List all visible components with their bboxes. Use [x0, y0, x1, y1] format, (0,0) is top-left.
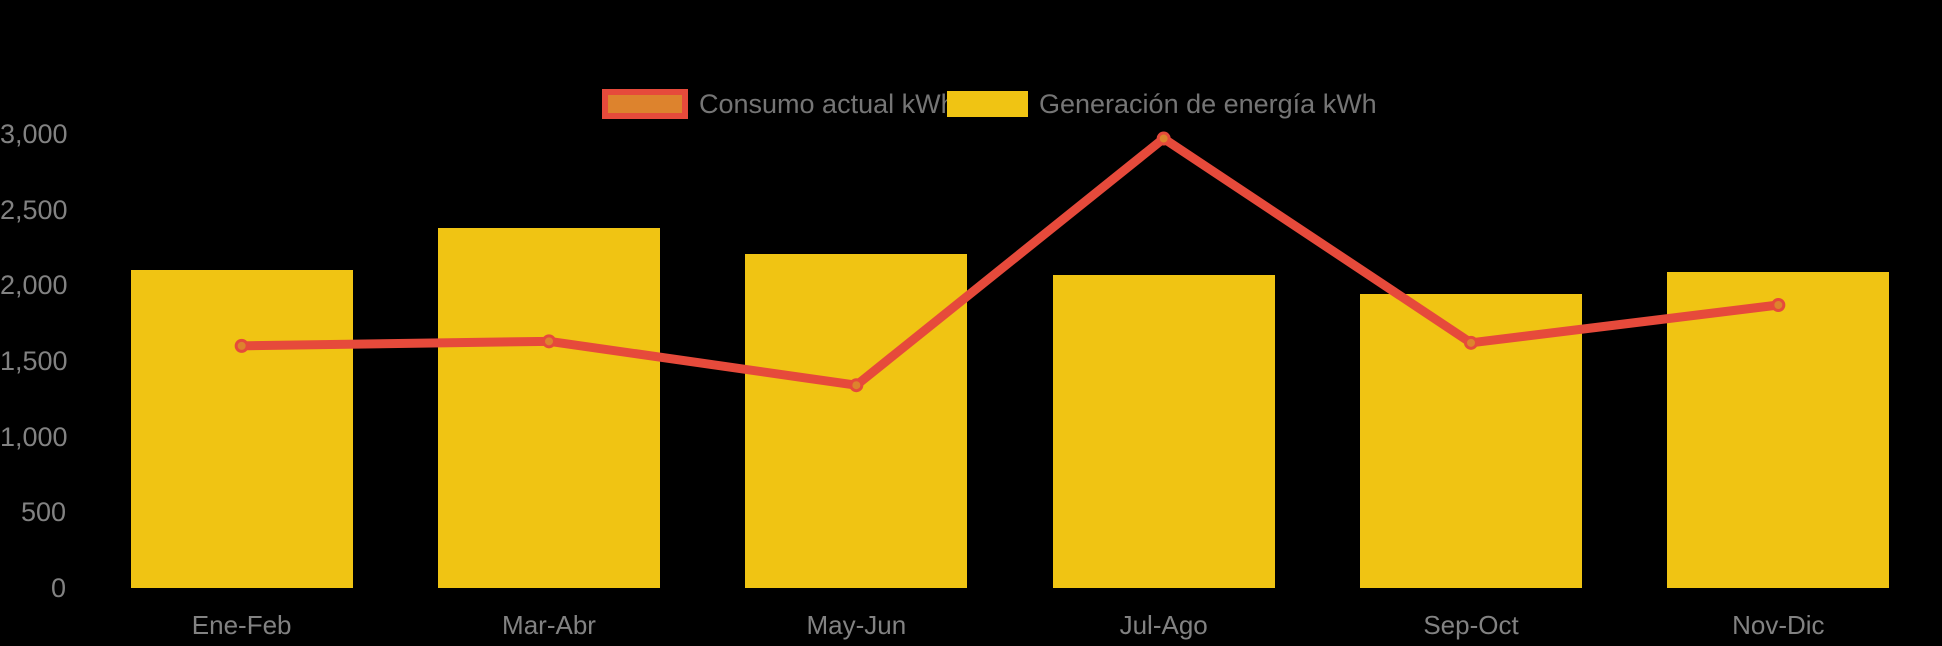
bar-nov-dic[interactable]: [1667, 271, 1890, 588]
legend-swatch-bar-icon: [947, 91, 1028, 117]
legend-label-generacion: Generación de energía kWh: [1039, 88, 1377, 119]
line-point-nov-dic[interactable]: [1771, 298, 1786, 313]
y-tick-label-1500: 1,500: [0, 346, 68, 376]
bar-may-jun[interactable]: [745, 253, 968, 588]
legend-label-consumo: Consumo actual kWh: [699, 88, 956, 119]
x-tick-label-mar-abr: Mar-Abr: [502, 610, 596, 640]
line-point-jul-ago[interactable]: [1156, 131, 1171, 146]
bar-ene-feb[interactable]: [130, 270, 353, 588]
x-tick-label-sep-oct: Sep-Oct: [1423, 610, 1519, 640]
x-tick-label-may-jun: May-Jun: [806, 610, 907, 640]
line-point-mar-abr[interactable]: [542, 334, 556, 349]
legend-swatch-line-icon: [602, 89, 688, 119]
y-tick-label-500: 500: [20, 497, 66, 528]
y-tick-label-2500: 2,500: [0, 194, 68, 225]
x-tick-label-ene-feb: Ene-Feb: [191, 610, 292, 640]
line-point-ene-feb[interactable]: [234, 338, 249, 353]
bar-mar-abr[interactable]: [438, 227, 660, 588]
y-tick-label-2000: 2,000: [0, 270, 68, 301]
x-tick-label-nov-dic: Nov-Dic: [1732, 610, 1825, 640]
x-tick-label-jul-ago: Jul-Ago: [1119, 610, 1208, 640]
bar-jul-ago[interactable]: [1052, 274, 1275, 588]
y-tick-label-3000: 3,000: [0, 119, 68, 149]
legend-item-consumo[interactable]: Consumo actual kWh: [602, 88, 956, 120]
line-point-sep-oct[interactable]: [1464, 335, 1478, 350]
y-tick-label-0: 0: [50, 573, 66, 603]
line-point-may-jun[interactable]: [849, 378, 864, 393]
consumo-line: [241, 134, 1779, 390]
y-tick-label-1000: 1,000: [0, 421, 68, 452]
legend-item-generacion[interactable]: Generación de energía kWh: [947, 88, 1377, 120]
